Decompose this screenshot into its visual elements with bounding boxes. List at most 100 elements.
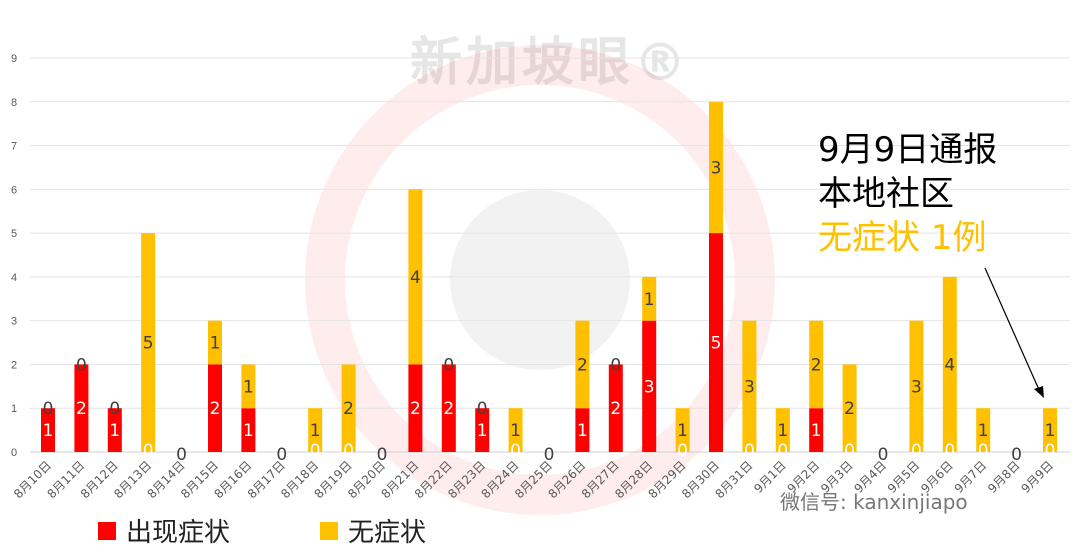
data-label-asymptomatic: 1 — [644, 290, 655, 310]
data-label-asymptomatic: 1 — [310, 421, 321, 441]
data-label-symptomatic: 0 — [944, 441, 955, 461]
data-label: 0 — [1011, 445, 1022, 465]
bar-asymptomatic — [408, 189, 423, 365]
data-label-symptomatic: 3 — [644, 377, 655, 397]
wechat-id: 微信号: kanxinjiapo — [780, 490, 968, 514]
bar-symptomatic — [608, 364, 623, 452]
data-label-asymptomatic: 1 — [1045, 421, 1056, 441]
x-tick-label: 9月9日 — [1018, 458, 1056, 496]
data-label-symptomatic: 0 — [677, 441, 688, 461]
legend-item-asymptomatic: 无症状 — [320, 512, 426, 549]
data-label-asymptomatic: 1 — [243, 377, 254, 397]
y-tick-label: 5 — [11, 228, 17, 240]
watermark: 新加坡眼® — [410, 33, 691, 93]
bar-asymptomatic — [809, 320, 824, 409]
data-label: 0 — [377, 445, 388, 465]
bar-symptomatic — [575, 408, 590, 452]
data-label-symptomatic: 2 — [76, 399, 87, 419]
legend-item-symptomatic: 出现症状 — [98, 512, 230, 549]
data-label-asymptomatic: 4 — [944, 355, 955, 375]
annotation-line2: 本地社区 — [818, 174, 954, 214]
data-label-symptomatic: 0 — [510, 441, 521, 461]
data-label-asymptomatic: 4 — [410, 268, 421, 288]
bar-asymptomatic — [742, 320, 757, 452]
data-label-symptomatic: 2 — [210, 399, 221, 419]
bar-symptomatic — [441, 364, 456, 452]
y-tick-label: 3 — [11, 316, 17, 328]
data-label-symptomatic: 1 — [811, 421, 822, 441]
legend-swatch-red — [98, 521, 116, 540]
bar-asymptomatic — [508, 408, 523, 452]
bar-symptomatic — [241, 408, 256, 452]
data-label-symptomatic: 1 — [477, 421, 488, 441]
bar-asymptomatic — [675, 408, 690, 452]
y-tick-label: 2 — [11, 359, 17, 371]
data-label-asymptomatic: 1 — [210, 334, 221, 354]
data-label-symptomatic: 0 — [911, 441, 922, 461]
annotation: 9月9日通报 本地社区 无症状 1例 — [818, 128, 997, 260]
data-label-asymptomatic: 0 — [610, 355, 621, 375]
x-tick-label: 8月31日 — [712, 458, 755, 501]
data-label-symptomatic: 2 — [443, 399, 454, 419]
data-label: 0 — [544, 445, 555, 465]
legend-label: 无症状 — [348, 518, 427, 548]
data-label-asymptomatic: 0 — [76, 355, 87, 375]
data-label-asymptomatic: 0 — [109, 399, 120, 419]
y-tick-label: 8 — [11, 97, 17, 109]
bar-symptomatic — [475, 408, 490, 452]
bar-asymptomatic — [942, 276, 957, 452]
watermark-core — [450, 190, 630, 370]
bar-symptomatic — [208, 364, 222, 452]
bar-symptomatic — [107, 408, 122, 452]
data-label-asymptomatic: 0 — [477, 399, 488, 419]
data-label-asymptomatic: 2 — [577, 355, 588, 375]
data-label-asymptomatic: 2 — [343, 399, 354, 419]
data-label-symptomatic: 2 — [410, 399, 421, 419]
bar-symptomatic — [709, 233, 723, 452]
legend-label: 出现症状 — [126, 518, 231, 548]
bar-asymptomatic — [1043, 408, 1057, 452]
data-label: 0 — [176, 445, 187, 465]
bar-asymptomatic — [642, 276, 657, 321]
annotation-line1: 9月9日通报 — [818, 130, 998, 170]
data-label-asymptomatic: 2 — [844, 399, 855, 419]
data-label-symptomatic: 1 — [43, 421, 54, 441]
data-label-symptomatic: 0 — [343, 441, 354, 461]
bar-asymptomatic — [308, 408, 323, 452]
data-label-symptomatic: 5 — [711, 334, 722, 354]
data-label-symptomatic: 0 — [744, 441, 755, 461]
y-tick-label: 1 — [11, 403, 17, 415]
annotation-arrow — [984, 267, 1041, 393]
y-tick-label: 4 — [11, 272, 17, 284]
bar-asymptomatic — [709, 101, 723, 234]
data-label: 0 — [878, 445, 889, 465]
data-label-symptomatic: 1 — [243, 421, 254, 441]
data-label-asymptomatic: 5 — [143, 334, 154, 354]
y-tick-label: 7 — [11, 141, 17, 153]
data-label-asymptomatic: 1 — [677, 421, 688, 441]
bar-symptomatic — [41, 408, 55, 452]
bar-asymptomatic — [775, 408, 790, 452]
data-label-symptomatic: 0 — [978, 441, 989, 461]
data-label-symptomatic: 1 — [577, 421, 588, 441]
x-tick-label: 9月8日 — [985, 458, 1023, 496]
data-label-symptomatic: 0 — [310, 441, 321, 461]
bar-symptomatic — [74, 364, 89, 452]
data-label-asymptomatic: 2 — [811, 355, 822, 375]
bar-asymptomatic — [141, 233, 156, 452]
legend-swatch-yellow — [320, 521, 338, 540]
data-label-symptomatic: 0 — [143, 441, 154, 461]
data-label-symptomatic: 0 — [777, 441, 788, 461]
bar-symptomatic — [408, 364, 423, 452]
data-label-symptomatic: 1 — [109, 421, 120, 441]
bar-asymptomatic — [341, 364, 356, 452]
bar-asymptomatic — [842, 364, 857, 452]
bar-asymptomatic — [976, 408, 991, 452]
annotation-line3: 无症状 1例 — [818, 218, 987, 258]
y-tick-label: 9 — [11, 53, 17, 65]
data-label: 0 — [276, 445, 287, 465]
bar-asymptomatic — [575, 320, 590, 409]
bar-asymptomatic — [909, 320, 924, 452]
